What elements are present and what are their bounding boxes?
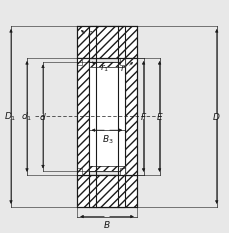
Text: $d_1$: $d_1$ xyxy=(21,110,33,123)
Bar xyxy=(125,58,136,175)
Text: $r$: $r$ xyxy=(86,28,93,38)
Text: $r_1$: $r_1$ xyxy=(99,62,108,73)
Bar xyxy=(77,58,88,175)
Text: $E$: $E$ xyxy=(155,111,163,122)
Text: $F$: $F$ xyxy=(139,111,147,122)
Bar xyxy=(77,168,82,175)
Bar xyxy=(120,58,125,65)
Bar xyxy=(77,58,82,65)
Bar xyxy=(88,62,125,67)
Bar xyxy=(77,58,82,65)
Text: $D$: $D$ xyxy=(212,111,220,122)
Bar xyxy=(77,58,88,175)
Text: $D_1$: $D_1$ xyxy=(4,110,16,123)
Bar xyxy=(77,175,136,207)
Bar xyxy=(77,26,136,58)
Bar xyxy=(88,175,125,207)
Bar xyxy=(88,166,125,171)
Bar xyxy=(88,62,125,171)
Text: $B_3$: $B_3$ xyxy=(102,133,114,146)
Bar xyxy=(88,26,125,58)
Bar xyxy=(120,58,125,65)
Text: $r$: $r$ xyxy=(119,63,125,73)
Bar xyxy=(120,168,125,175)
Bar xyxy=(77,26,136,58)
Bar xyxy=(88,26,125,58)
Bar xyxy=(77,168,82,175)
Bar xyxy=(120,168,125,175)
Text: $d$: $d$ xyxy=(39,111,47,122)
Bar xyxy=(125,58,136,175)
Bar xyxy=(88,62,125,67)
Bar xyxy=(88,175,125,207)
Bar xyxy=(88,166,125,171)
Text: $B$: $B$ xyxy=(103,219,110,230)
Bar xyxy=(77,175,136,207)
